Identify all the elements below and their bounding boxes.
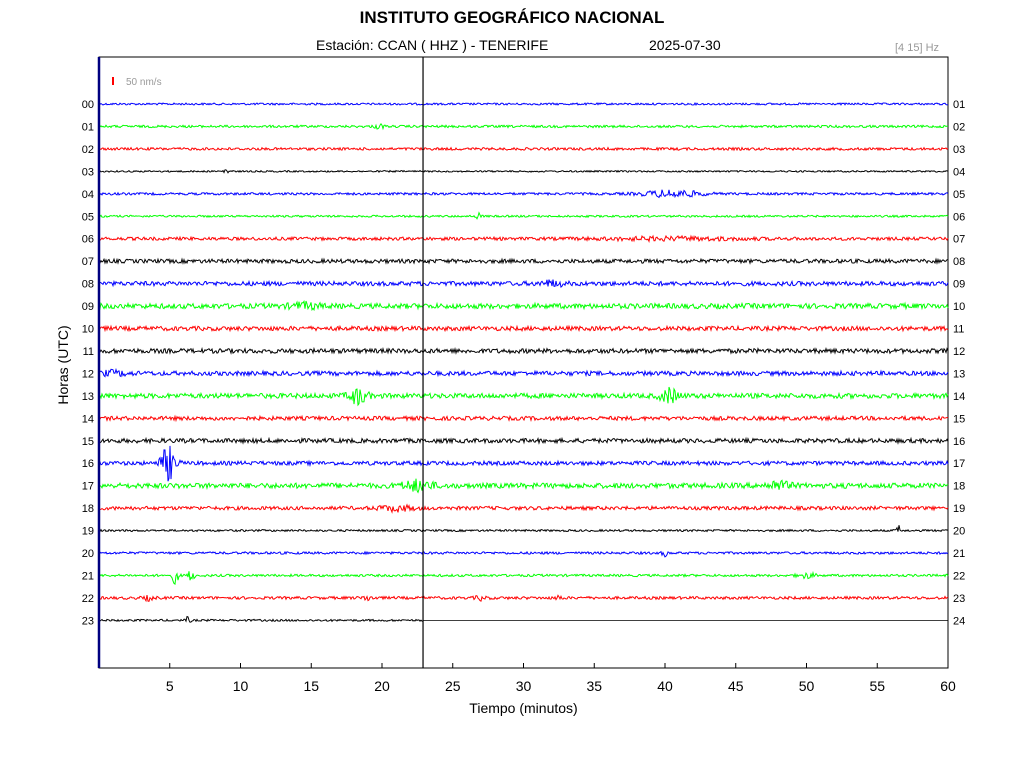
right-hour-label: 20 <box>953 526 965 538</box>
trace-hour-11 <box>98 346 949 355</box>
scale-bar <box>112 77 114 85</box>
right-hour-label: 10 <box>953 301 965 313</box>
trace-hour-05 <box>98 211 949 220</box>
right-hour-label: 04 <box>953 166 965 178</box>
right-hour-label: 24 <box>953 615 965 627</box>
left-hour-label: 17 <box>82 481 94 493</box>
left-hour-label: 06 <box>82 234 94 246</box>
trace-hour-14 <box>98 414 949 423</box>
x-tick-label: 50 <box>799 678 815 694</box>
trace-hour-18 <box>98 503 949 514</box>
left-hour-label: 02 <box>82 144 94 156</box>
trace-hour-23 <box>98 615 424 623</box>
right-hour-label: 14 <box>953 391 965 403</box>
trace-hour-20 <box>98 550 949 558</box>
right-hour-label: 03 <box>953 144 965 156</box>
right-hour-labels: 01 02 03 04 05 06 07 08 09 10 11 12 13 14 15 16 17 18 19 20… <box>953 99 965 627</box>
trace-hour-00 <box>98 101 949 106</box>
right-hour-label: 01 <box>953 99 965 111</box>
left-hour-label: 05 <box>82 211 94 223</box>
left-hour-label: 13 <box>82 391 94 403</box>
trace-hour-10 <box>98 324 949 333</box>
right-hour-label: 18 <box>953 481 965 493</box>
right-hour-label: 23 <box>953 593 965 605</box>
left-hour-label: 20 <box>82 548 94 560</box>
x-tick-label: 25 <box>445 678 461 694</box>
trace-group <box>98 101 949 623</box>
left-hour-label: 23 <box>82 615 94 627</box>
trace-hour-16 <box>98 445 949 482</box>
trace-hour-22 <box>98 594 949 603</box>
left-hour-label: 03 <box>82 166 94 178</box>
right-hour-label: 07 <box>953 234 965 246</box>
left-hour-label: 11 <box>83 346 94 358</box>
trace-hour-07 <box>98 257 949 265</box>
trace-hour-12 <box>98 367 949 378</box>
trace-hour-21 <box>98 570 949 585</box>
right-hour-label: 21 <box>953 548 965 560</box>
x-tick-label: 45 <box>728 678 744 694</box>
trace-hour-02 <box>98 146 949 152</box>
left-hour-label: 08 <box>82 279 94 291</box>
x-tick-label: 55 <box>869 678 885 694</box>
right-hour-label: 13 <box>953 368 965 380</box>
right-hour-label: 06 <box>953 211 965 223</box>
left-hour-labels: 00 01 02 03 04 05 06 07 08 09 10 11 12 13 14 15 16 17 18 19… <box>82 99 94 627</box>
left-hour-label: 01 <box>82 121 94 133</box>
right-hour-label: 09 <box>953 279 965 291</box>
trace-hour-15 <box>98 436 949 445</box>
left-hour-label: 22 <box>82 593 94 605</box>
x-tick-label: 20 <box>374 678 390 694</box>
trace-hour-04 <box>98 189 949 199</box>
x-tick-label: 15 <box>303 678 319 694</box>
left-hour-label: 14 <box>82 413 94 425</box>
left-hour-label: 15 <box>82 436 94 448</box>
trace-hour-19 <box>98 525 949 533</box>
left-hour-label: 09 <box>82 301 94 313</box>
left-hour-label: 07 <box>82 256 94 268</box>
right-hour-label: 08 <box>953 256 965 268</box>
left-hour-label: 04 <box>82 189 94 201</box>
left-hour-label: 21 <box>82 570 94 582</box>
right-hour-label: 16 <box>953 436 965 448</box>
y-axis-label: Horas (UTC) <box>55 325 71 405</box>
right-hour-label: 15 <box>953 413 965 425</box>
x-tick-label: 30 <box>516 678 532 694</box>
trace-hour-06 <box>98 234 949 243</box>
left-hour-label: 00 <box>82 99 94 111</box>
trace-hour-01 <box>98 122 949 131</box>
chart-title: INSTITUTO GEOGRÁFICO NACIONAL <box>359 8 665 27</box>
x-tick-label: 5 <box>166 678 174 694</box>
trace-hour-13 <box>98 386 949 407</box>
trace-hour-08 <box>98 279 949 289</box>
x-tick-label: 40 <box>657 678 673 694</box>
scale-label: 50 nm/s <box>126 77 162 88</box>
left-hour-label: 10 <box>82 324 94 336</box>
filter-label: [4 15] Hz <box>895 42 940 54</box>
date-label: 2025-07-30 <box>649 37 721 53</box>
right-hour-label: 12 <box>953 346 965 358</box>
trace-hour-03 <box>98 169 949 174</box>
left-hour-label: 12 <box>82 368 94 380</box>
trace-hour-09 <box>98 299 949 312</box>
x-axis-ticks: 5 10 15 20 25 30 35 40 45 50 55 60 <box>166 663 956 694</box>
right-hour-label: 02 <box>953 121 965 133</box>
right-hour-label: 19 <box>953 503 965 515</box>
x-axis-label: Tiempo (minutos) <box>469 700 578 716</box>
right-hour-label: 11 <box>953 324 964 336</box>
x-tick-label: 35 <box>586 678 602 694</box>
left-hour-label: 16 <box>82 458 94 470</box>
x-tick-label: 10 <box>233 678 249 694</box>
station-label: Estación: CCAN ( HHZ ) - TENERIFE <box>316 37 549 53</box>
right-hour-label: 17 <box>953 458 965 470</box>
right-hour-label: 05 <box>953 189 965 201</box>
left-hour-label: 18 <box>82 503 94 515</box>
right-hour-label: 22 <box>953 570 965 582</box>
plot-frame <box>98 56 949 669</box>
trace-hour-17 <box>98 478 949 494</box>
x-tick-label: 60 <box>940 678 956 694</box>
left-hour-label: 19 <box>82 526 94 538</box>
